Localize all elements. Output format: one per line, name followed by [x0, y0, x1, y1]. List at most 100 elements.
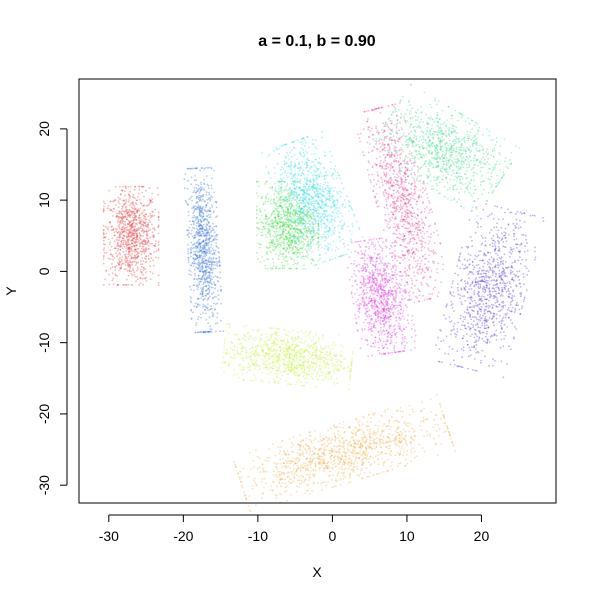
- data-point: [120, 222, 123, 225]
- data-point: [124, 224, 127, 226]
- data-point: [288, 267, 290, 270]
- data-point: [200, 278, 203, 281]
- data-point: [199, 227, 202, 230]
- data-point: [127, 265, 130, 268]
- data-point: [410, 287, 413, 289]
- data-point: [264, 215, 267, 218]
- data-point: [210, 265, 213, 268]
- data-point: [319, 244, 321, 246]
- data-point: [194, 234, 196, 237]
- data-point: [138, 214, 141, 217]
- data-point: [309, 180, 311, 183]
- data-point: [392, 325, 395, 328]
- data-point: [112, 228, 114, 231]
- data-point: [208, 248, 211, 251]
- data-point: [126, 209, 128, 211]
- data-point: [389, 169, 391, 172]
- data-point: [334, 165, 337, 168]
- data-point: [197, 267, 199, 270]
- data-point: [207, 281, 210, 283]
- data-point: [131, 261, 133, 264]
- data-point: [198, 234, 201, 237]
- data-point: [298, 214, 301, 216]
- data-point: [346, 266, 349, 269]
- data-point: [208, 232, 211, 234]
- data-point: [401, 333, 404, 336]
- data-point: [190, 251, 193, 254]
- data-point: [129, 267, 132, 270]
- data-point: [199, 224, 202, 227]
- data-point: [207, 322, 210, 324]
- data-point: [324, 260, 327, 263]
- data-point: [198, 208, 201, 210]
- data-point: [274, 245, 277, 248]
- data-point: [194, 262, 197, 264]
- data-point: [138, 252, 140, 255]
- data-point: [303, 258, 305, 260]
- data-point: [131, 213, 134, 216]
- data-point: [204, 294, 207, 297]
- data-point: [289, 195, 292, 198]
- data-point: [128, 211, 131, 214]
- data-point: [127, 246, 130, 249]
- data-point: [139, 221, 142, 224]
- data-point: [417, 170, 419, 173]
- data-point: [269, 200, 271, 203]
- data-point: [196, 256, 199, 259]
- data-point: [138, 222, 141, 224]
- data-point: [393, 349, 396, 352]
- data-point: [285, 175, 288, 177]
- data-point: [204, 269, 207, 272]
- data-point: [189, 296, 192, 298]
- data-point: [205, 193, 208, 196]
- data-point: [278, 212, 281, 215]
- data-point: [340, 219, 343, 222]
- data-point: [287, 263, 289, 265]
- data-point: [151, 242, 153, 245]
- data-point: [119, 220, 121, 223]
- data-point: [204, 167, 207, 169]
- data-point: [203, 182, 206, 185]
- data-point: [365, 284, 367, 287]
- data-point: [410, 336, 413, 338]
- data-point: [290, 156, 293, 158]
- data-point: [121, 217, 124, 220]
- data-point: [194, 254, 197, 256]
- data-point: [210, 267, 212, 270]
- data-point: [290, 202, 293, 205]
- data-point: [327, 181, 329, 184]
- data-point: [319, 163, 322, 166]
- data-point: [209, 279, 212, 282]
- data-point: [144, 225, 147, 227]
- data-point: [103, 233, 105, 236]
- data-point: [210, 240, 213, 243]
- data-point: [139, 202, 142, 204]
- data-point: [381, 344, 384, 347]
- data-point: [272, 234, 275, 237]
- data-point: [209, 325, 212, 328]
- data-point: [322, 201, 325, 204]
- data-point: [326, 193, 329, 195]
- data-point: [265, 214, 268, 217]
- data-point: [142, 232, 145, 234]
- data-point: [386, 347, 389, 350]
- data-point: [369, 276, 371, 278]
- data-point: [198, 209, 201, 211]
- data-point: [140, 235, 142, 238]
- data-point: [109, 267, 112, 270]
- data-point: [116, 214, 119, 217]
- data-point: [378, 302, 381, 305]
- data-point: [270, 213, 273, 215]
- data-point: [197, 331, 200, 334]
- data-point: [132, 229, 134, 232]
- data-point: [202, 230, 204, 233]
- data-point: [410, 162, 413, 165]
- data-point: [335, 246, 338, 249]
- data-point: [393, 200, 396, 203]
- data-point: [351, 241, 353, 244]
- data-point: [260, 221, 262, 224]
- data-point: [203, 218, 206, 221]
- data-point: [275, 205, 278, 208]
- data-point: [202, 267, 204, 269]
- data-point: [144, 215, 146, 218]
